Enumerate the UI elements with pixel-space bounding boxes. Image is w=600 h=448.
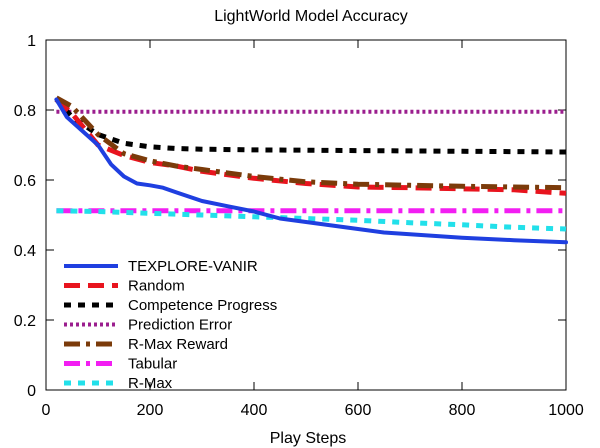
axis-ticks: 0 200 400 600 800 1000 0 0.2 0.4 0.6 0.8 1	[14, 33, 584, 419]
y-tick-label: 0.2	[14, 313, 36, 330]
legend-label-prediction-error: Prediction Error	[128, 317, 232, 334]
legend-label-tabular: Tabular	[128, 356, 177, 373]
series-layer	[54, 95, 568, 245]
x-tick-label: 200	[137, 402, 164, 419]
chart-title: LightWorld Model Accuracy	[214, 8, 408, 25]
series-line-r-max	[56, 208, 567, 232]
plot-area	[45, 39, 567, 391]
x-tick-label: 400	[241, 402, 268, 419]
legend-label-competence-progress: Competence Progress	[128, 297, 277, 314]
y-tick-label: 0.8	[14, 103, 36, 120]
legend-label-r-max-reward: R-Max Reward	[128, 336, 228, 353]
legend-label-random: Random	[128, 278, 185, 295]
x-tick-label: 0	[42, 402, 51, 419]
x-tick-label: 1000	[548, 402, 584, 419]
legend-label-texplore-vanir: TEXPLORE-VANIR	[128, 258, 258, 275]
y-tick-label: 0.4	[14, 243, 36, 260]
legend-label-r-max: R-Max	[128, 375, 173, 392]
y-tick-label: 1	[27, 33, 36, 50]
legend: TEXPLORE-VANIR Random Competence Progress P…	[64, 258, 277, 392]
x-axis-label: Play Steps	[270, 430, 346, 447]
series-line-r-max-reward	[55, 95, 567, 191]
y-tick-label: 0.6	[14, 173, 36, 190]
x-tick-label: 800	[449, 402, 476, 419]
series-line-competence-progress	[54, 97, 567, 155]
plot-frame	[45, 39, 567, 391]
series-line-texplore-vanir	[54, 97, 568, 245]
x-tick-label: 600	[345, 402, 372, 419]
y-tick-label: 0	[27, 383, 36, 400]
